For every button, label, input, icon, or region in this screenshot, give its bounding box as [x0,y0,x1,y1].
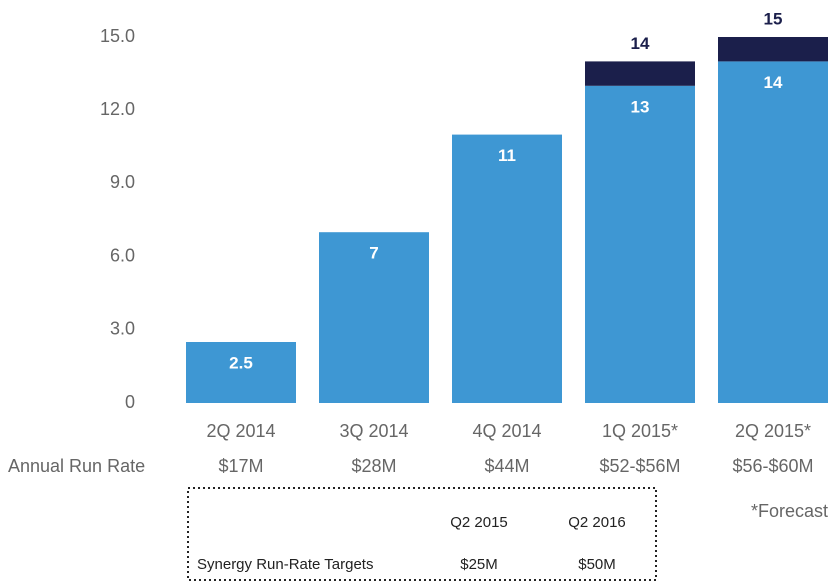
run-rate: $52-$56M [599,456,680,476]
segment-label: 7 [369,244,378,263]
y-tick-label: 3.0 [110,319,135,339]
targets-column: Q2 2016 [568,514,626,531]
bar-segment [585,85,695,404]
x-tick-label: 1Q 2015* [602,421,678,441]
segment-label: 14 [764,73,783,92]
x-tick-label: 3Q 2014 [339,421,408,441]
run-rate: $44M [484,456,529,476]
run-rate: $56-$60M [732,456,813,476]
x-tick-label: 4Q 2014 [472,421,541,441]
targets-value: $25M [460,556,498,573]
targets-row-label: Synergy Run-Rate Targets [197,556,373,573]
total-label: 14 [631,34,650,53]
y-tick-label: 12.0 [100,99,135,119]
row-label: Annual Run Rate [8,456,145,476]
targets-value: $50M [578,556,616,573]
segment-label: 11 [498,146,516,165]
segment-label: 13 [631,97,650,116]
bar-segment [718,37,828,62]
y-tick-label: 6.0 [110,245,135,265]
x-tick-label: 2Q 2015* [735,421,811,441]
segment-label: 2.5 [229,353,253,372]
total-label: 15 [764,9,783,28]
bar-segment [319,232,429,403]
bar-segment [452,134,562,403]
run-rate: $17M [218,456,263,476]
y-tick-label: 9.0 [110,172,135,192]
y-tick-label: 0 [125,392,135,412]
run-rate: $28M [351,456,396,476]
targets-column: Q2 2015 [450,514,508,531]
bar-segment [186,342,296,403]
y-tick-label: 15.0 [100,26,135,46]
bar-segment [718,61,828,404]
bar-segment [585,61,695,86]
footnote: *Forecast [751,501,828,521]
x-tick-label: 2Q 2014 [206,421,275,441]
